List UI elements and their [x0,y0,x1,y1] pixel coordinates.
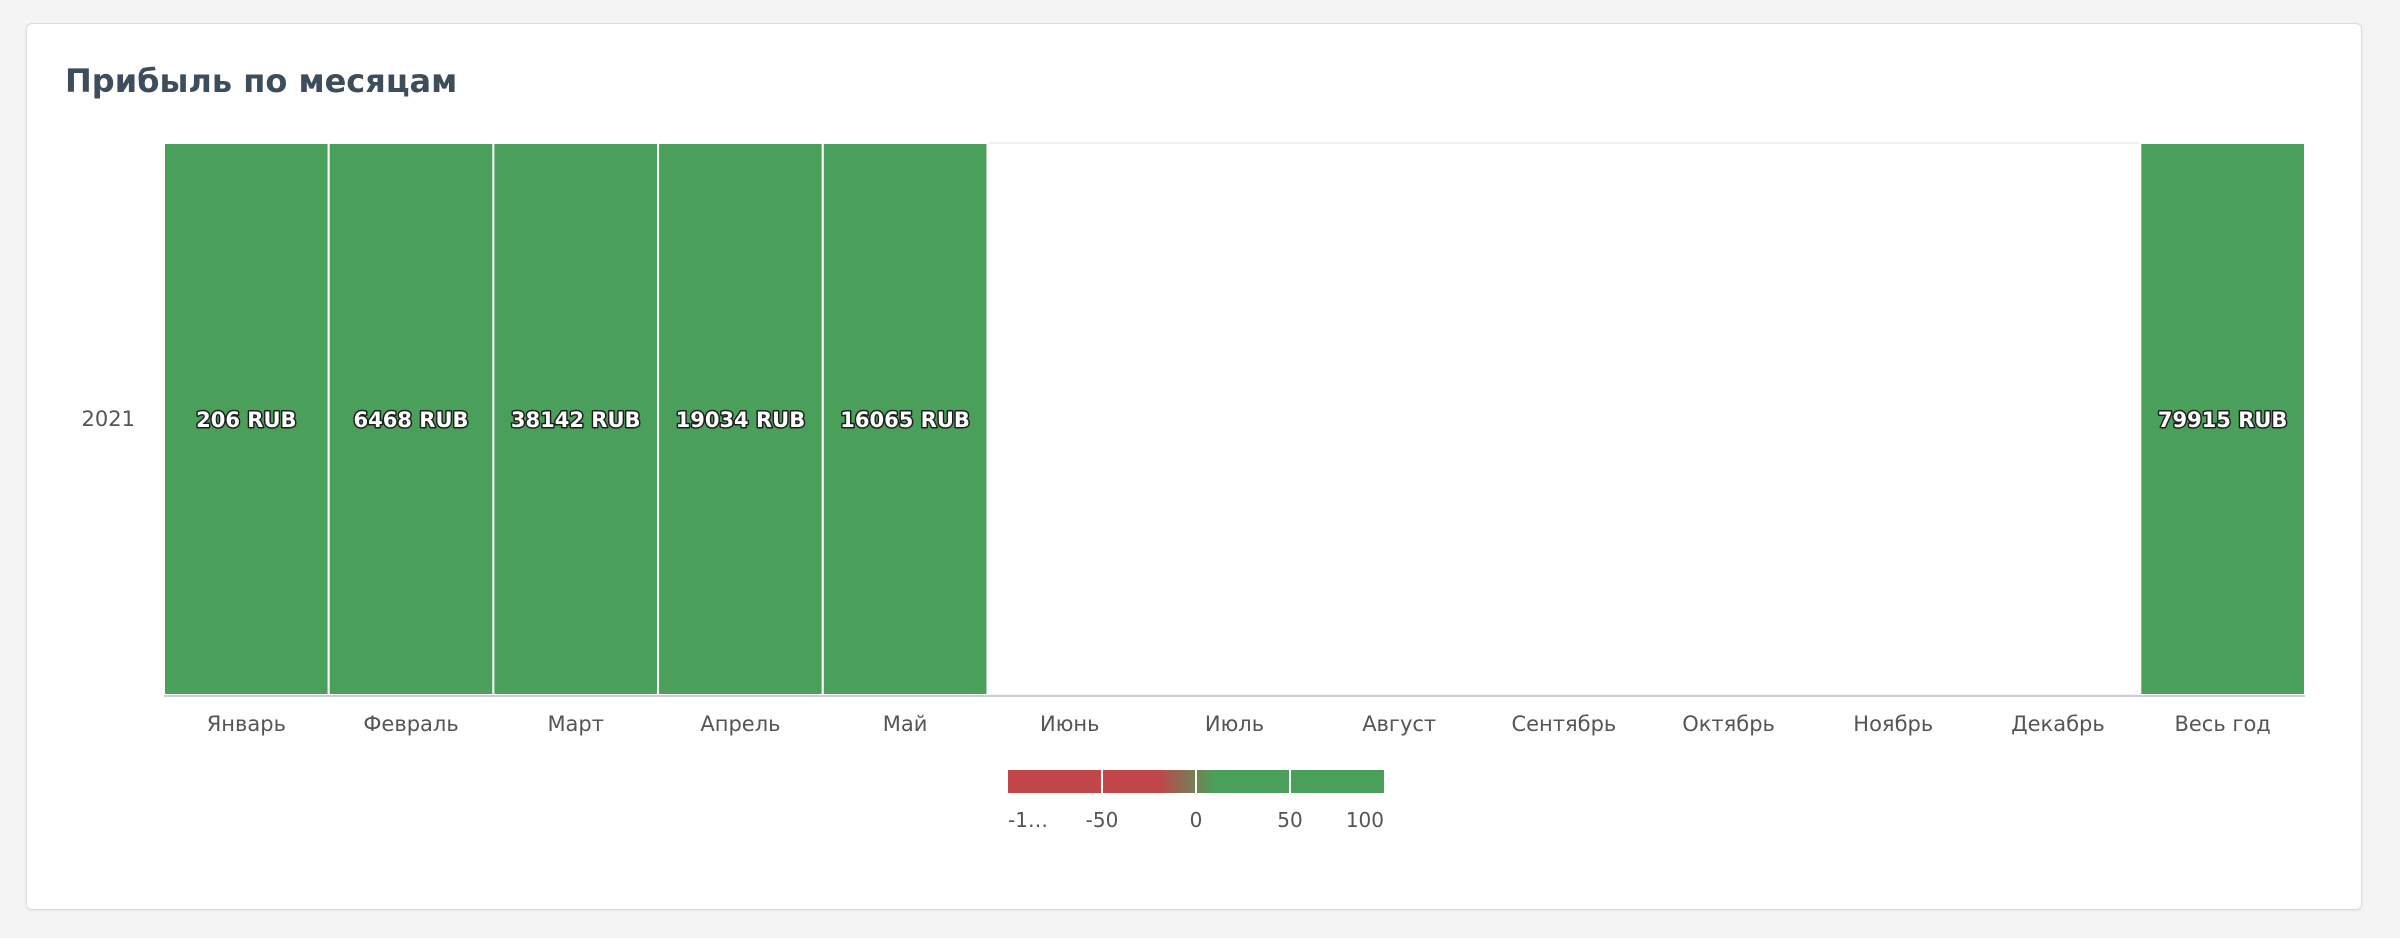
column-label: Весь год [2174,712,2270,736]
column-label: Октябрь [1682,712,1775,736]
column-label: Июнь [1040,712,1100,736]
legend-tick-label: -1… [1008,808,1048,832]
heatmap-cell [327,142,495,696]
heatmap-cell [2139,142,2306,696]
legend-tick-label: -50 [1086,808,1119,832]
legend-tick-label: 50 [1277,808,1302,832]
column-label: Декабрь [2011,712,2105,736]
legend-tick-label: 100 [1346,808,1384,832]
heatmap-cell [163,142,330,696]
column-label: Август [1362,712,1436,736]
legend-tick-label: 0 [1190,808,1203,832]
row-label-2021: 2021 [82,407,135,431]
cell-value-label: 79915 RUB [2158,408,2288,432]
cell-value-label: 206 RUB [196,408,296,432]
column-label: Январь [207,712,286,736]
cell-value-label: 16065 RUB [840,408,970,432]
column-label: Март [547,712,604,736]
heatmap-cell [821,142,989,696]
column-label: Ноябрь [1853,712,1933,736]
column-label: Февраль [363,712,458,736]
cell-value-label: 38142 RUB [511,408,641,432]
column-label: Апрель [700,712,780,736]
column-label: Май [883,712,928,736]
cell-value-label: 6468 RUB [354,408,469,432]
card-title: Прибыль по месяцам [65,62,458,100]
column-label: Июль [1205,712,1264,736]
column-label: Сентябрь [1511,712,1616,736]
cell-value-label: 19034 RUB [676,408,806,432]
